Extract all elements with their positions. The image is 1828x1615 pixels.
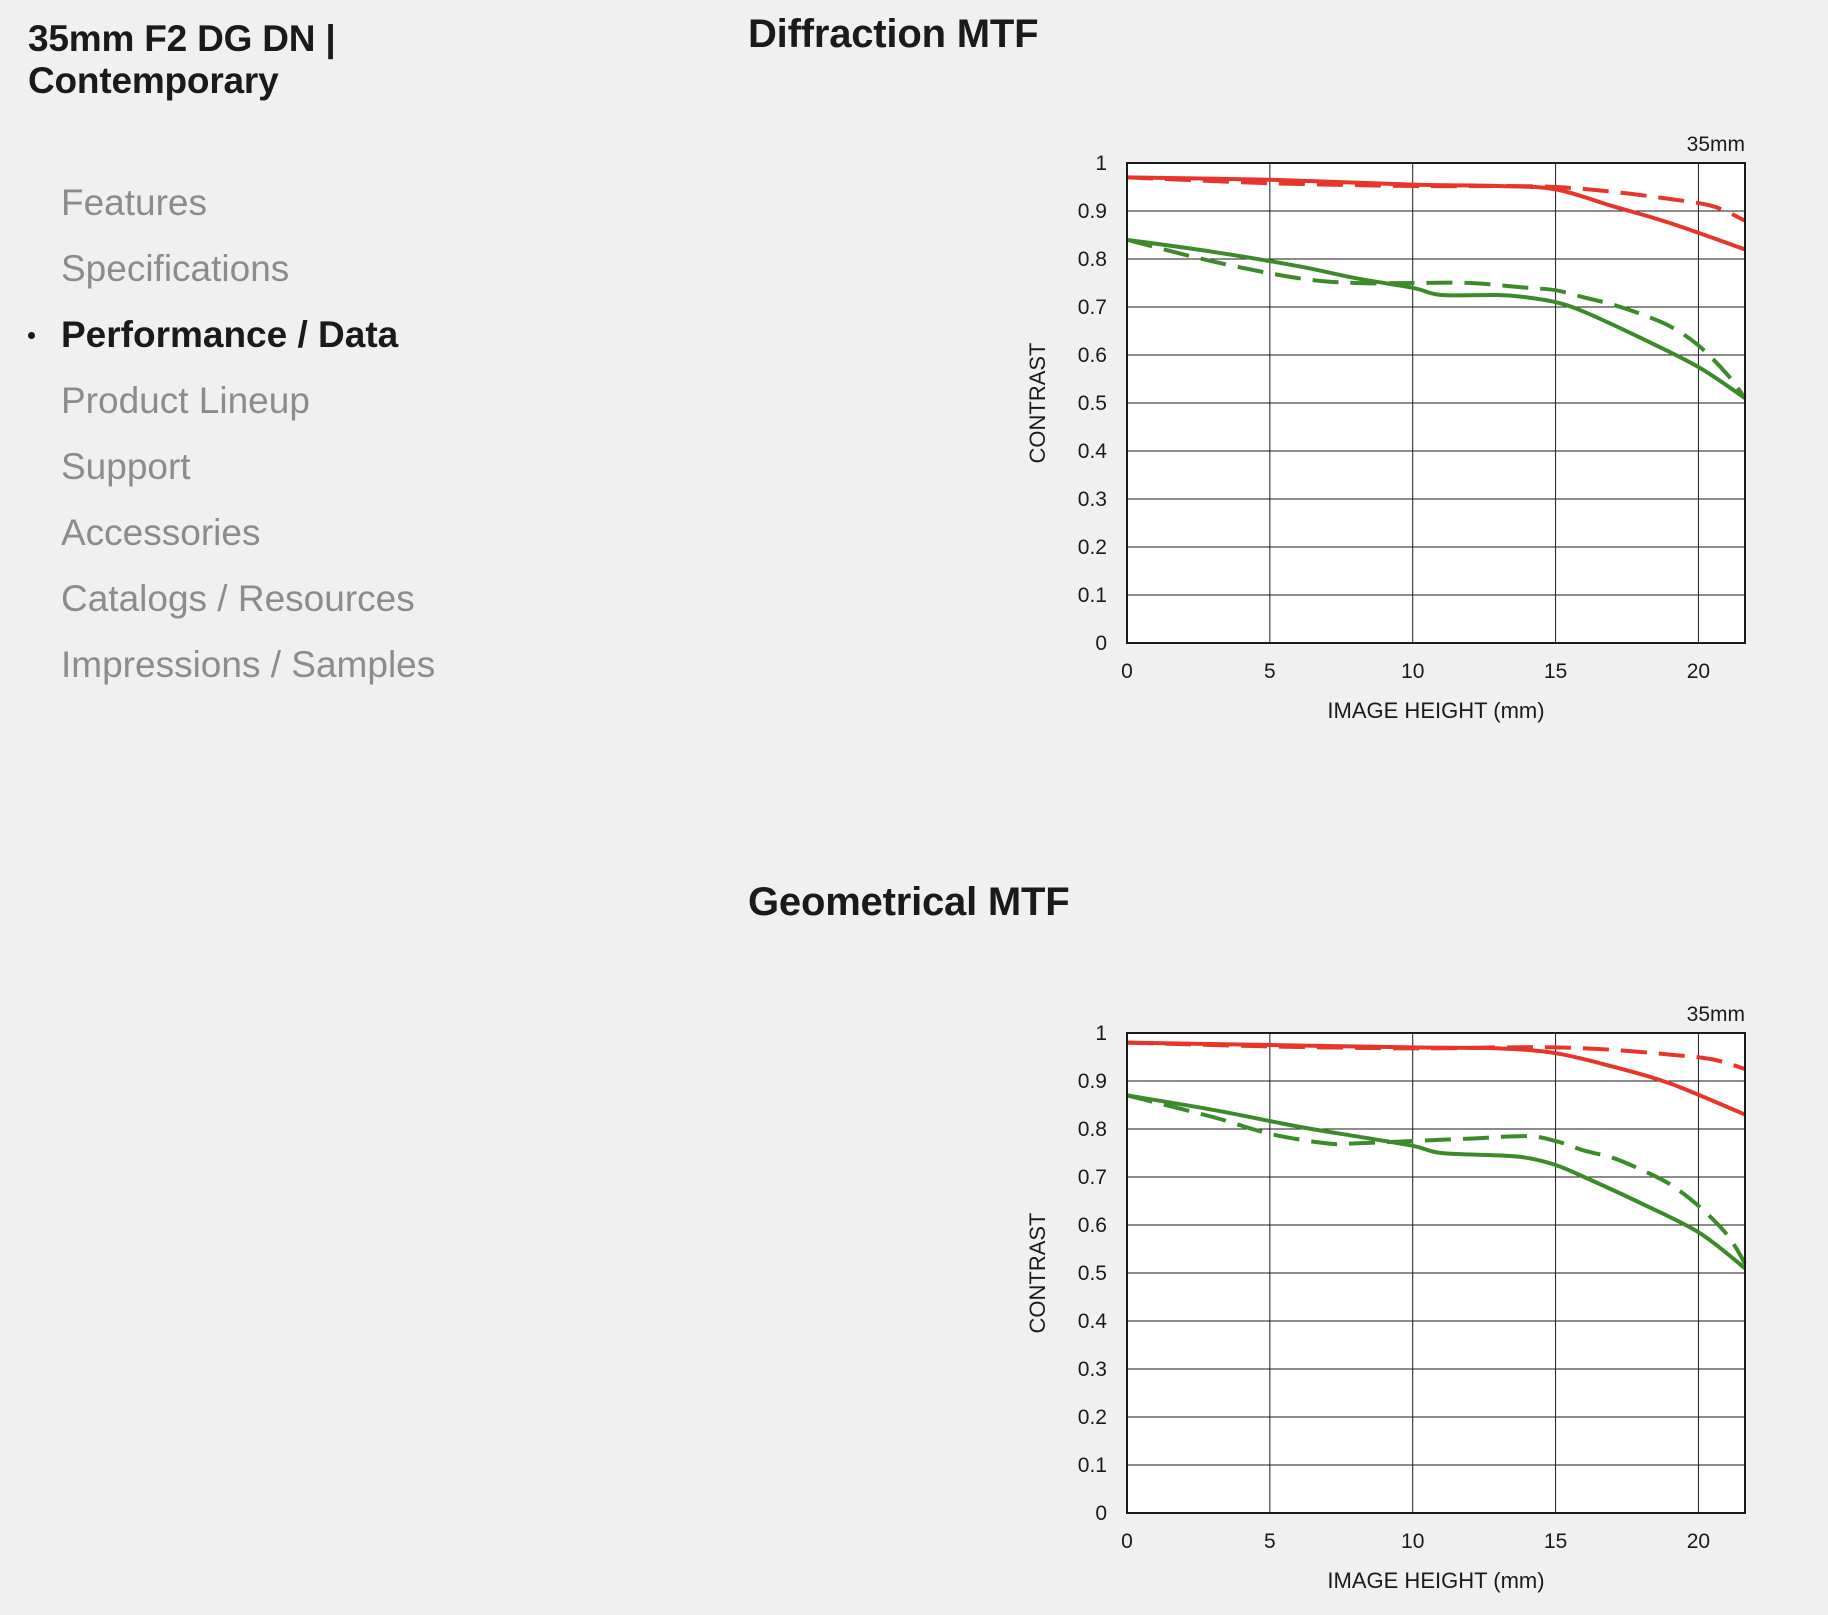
y-tick-label: 0.4 bbox=[1078, 440, 1108, 463]
x-tick-label: 10 bbox=[1401, 660, 1424, 683]
section-title-diffraction: Diffraction MTF bbox=[748, 12, 1039, 56]
x-tick-label: 20 bbox=[1687, 660, 1710, 683]
nav-item-impressions-samples[interactable]: Impressions / Samples bbox=[0, 632, 435, 698]
y-tick-label: 0.7 bbox=[1078, 1166, 1107, 1189]
active-bullet-icon bbox=[28, 332, 35, 339]
y-axis-title: CONTRAST bbox=[1025, 343, 1050, 464]
x-axis-title: IMAGE HEIGHT (mm) bbox=[1327, 698, 1544, 723]
focal-length-label: 35mm bbox=[1687, 133, 1745, 156]
nav-item-label: Accessories bbox=[61, 512, 261, 553]
y-tick-label: 0.8 bbox=[1078, 1118, 1107, 1141]
nav-item-label: Specifications bbox=[61, 248, 290, 289]
nav-item-specifications[interactable]: Specifications bbox=[0, 236, 435, 302]
nav-item-label: Support bbox=[61, 446, 191, 487]
green-solid-series-line bbox=[1126, 1093, 1747, 1270]
red-solid-series-line bbox=[1126, 175, 1746, 252]
y-tick-label: 0.5 bbox=[1078, 392, 1107, 415]
y-tick-label: 0 bbox=[1095, 1502, 1107, 1525]
focal-length-label: 35mm bbox=[1687, 1003, 1745, 1026]
y-tick-label: 0.5 bbox=[1078, 1262, 1107, 1285]
nav-item-label: Catalogs / Resources bbox=[61, 578, 415, 619]
x-axis-title: IMAGE HEIGHT (mm) bbox=[1327, 1568, 1544, 1593]
nav-item-catalogs-resources[interactable]: Catalogs / Resources bbox=[0, 566, 435, 632]
x-tick-label: 15 bbox=[1544, 1530, 1567, 1553]
nav-item-support[interactable]: Support bbox=[0, 434, 435, 500]
y-tick-label: 0.4 bbox=[1078, 1310, 1108, 1333]
nav-item-accessories[interactable]: Accessories bbox=[0, 500, 435, 566]
green-dashed-series-line bbox=[1126, 237, 1747, 400]
red-solid-series-line bbox=[1126, 1040, 1746, 1117]
y-tick-label: 1 bbox=[1095, 152, 1107, 175]
green-dashed-series-line bbox=[1126, 1093, 1747, 1265]
x-tick-label: 5 bbox=[1264, 660, 1276, 683]
x-tick-label: 0 bbox=[1121, 660, 1133, 683]
x-tick-label: 10 bbox=[1401, 1530, 1424, 1553]
red-dashed-series-line bbox=[1126, 1040, 1746, 1071]
y-tick-label: 0 bbox=[1095, 632, 1107, 655]
nav-item-label: Product Lineup bbox=[61, 380, 310, 421]
y-tick-label: 0.1 bbox=[1078, 1454, 1107, 1477]
section-title-geometrical: Geometrical MTF bbox=[748, 880, 1070, 924]
nav-item-features[interactable]: Features bbox=[0, 170, 435, 236]
y-tick-label: 0.3 bbox=[1078, 488, 1107, 511]
sidebar-nav: Features Specifications Performance / Da… bbox=[0, 170, 435, 698]
y-tick-label: 0.7 bbox=[1078, 296, 1107, 319]
nav-item-label: Impressions / Samples bbox=[61, 644, 436, 685]
y-axis-title: CONTRAST bbox=[1025, 1213, 1050, 1334]
y-tick-label: 1 bbox=[1095, 1022, 1107, 1045]
nav-item-label: Features bbox=[61, 182, 208, 223]
y-tick-label: 0.2 bbox=[1078, 536, 1107, 559]
nav-item-performance-data[interactable]: Performance / Data bbox=[0, 302, 435, 368]
y-tick-label: 0.3 bbox=[1078, 1358, 1107, 1381]
x-tick-label: 5 bbox=[1264, 1530, 1276, 1553]
diffraction-mtf-chart: 00.10.20.30.40.50.60.70.80.910 5 10 15 2035m… bbox=[1025, 133, 1747, 723]
product-title: 35mm F2 DG DN | Contemporary bbox=[28, 18, 336, 101]
x-tick-label: 15 bbox=[1544, 660, 1567, 683]
geometrical-mtf-chart: 00.10.20.30.40.50.60.70.80.910 5 10 15 2035m… bbox=[1025, 1003, 1747, 1593]
nav-item-product-lineup[interactable]: Product Lineup bbox=[0, 368, 435, 434]
y-tick-label: 0.8 bbox=[1078, 248, 1107, 271]
nav-item-label: Performance / Data bbox=[61, 314, 399, 355]
red-dashed-series-line bbox=[1126, 175, 1746, 223]
y-tick-label: 0.6 bbox=[1078, 344, 1107, 367]
x-tick-label: 0 bbox=[1121, 1530, 1133, 1553]
y-tick-label: 0.2 bbox=[1078, 1406, 1107, 1429]
y-tick-label: 0.1 bbox=[1078, 584, 1107, 607]
y-tick-label: 0.9 bbox=[1078, 1070, 1107, 1093]
y-tick-label: 0.6 bbox=[1078, 1214, 1107, 1237]
sidebar: 35mm F2 DG DN | Contemporary Features Sp… bbox=[0, 0, 600, 1400]
plot-frame bbox=[1126, 162, 1746, 644]
x-tick-label: 20 bbox=[1687, 1530, 1710, 1553]
y-tick-label: 0.9 bbox=[1078, 200, 1107, 223]
green-solid-series-line bbox=[1126, 237, 1747, 400]
